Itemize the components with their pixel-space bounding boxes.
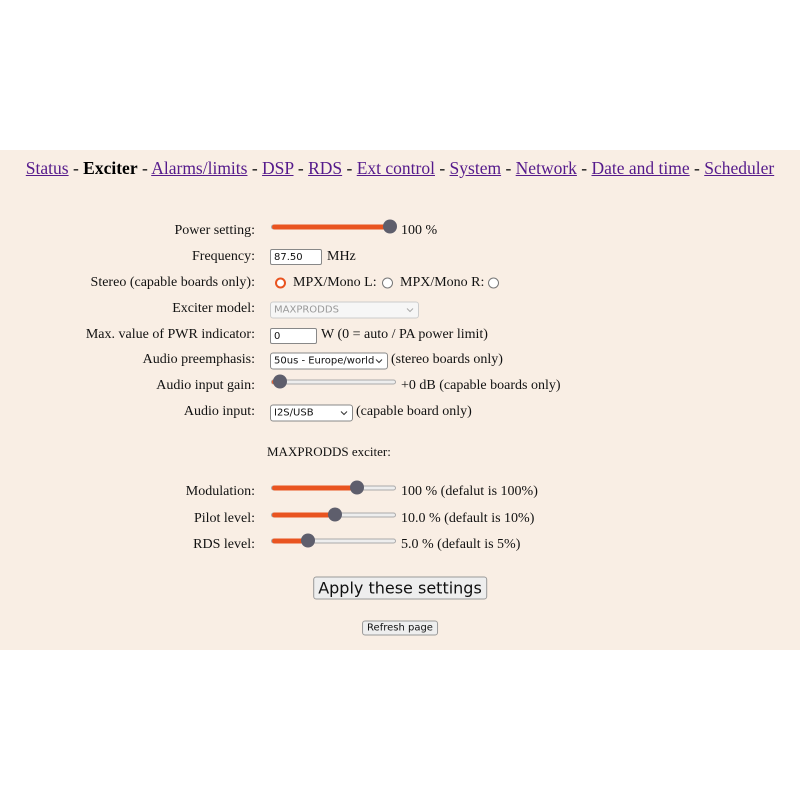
nav-separator: - [251, 158, 258, 178]
slider[interactable] [271, 533, 396, 548]
value: 5.0 % (default is 5%) [401, 537, 521, 552]
select-text: MAXPRODDS [274, 304, 339, 316]
select: MAXPRODDS [270, 301, 419, 319]
refresh-button[interactable]: Refresh page [362, 620, 438, 636]
note: (stereo boards only) [391, 352, 503, 367]
label: RDS level: [193, 537, 255, 552]
unit: MHz [327, 249, 356, 264]
note: (capable board only) [356, 404, 472, 419]
unit: W (0 = auto / PA power limit) [321, 327, 488, 342]
label: Audio input: [183, 404, 255, 419]
value: 100 % (defalut is 100%) [401, 484, 538, 499]
label: Audio preemphasis: [142, 352, 255, 367]
label: Exciter model: [172, 301, 255, 316]
nav-link[interactable]: Date and time [591, 158, 690, 178]
nav-separator: - [346, 158, 353, 178]
label: Power setting: [174, 223, 256, 238]
value: 100 % [401, 223, 438, 238]
nav-link[interactable]: Network [515, 158, 577, 178]
panel [0, 150, 800, 650]
nav-link[interactable]: Scheduler [704, 158, 775, 178]
option: MPX/Mono R: [400, 275, 485, 290]
value: 10.0 % (default is 10%) [401, 511, 535, 526]
nav-separator: - [141, 158, 148, 178]
nav-separator: - [439, 158, 446, 178]
nav: Status - Exciter - Alarms/limits - DSP -… [0, 158, 800, 179]
radio[interactable] [382, 277, 393, 289]
label: Stereo (capable boards only): [90, 275, 255, 290]
radio[interactable] [488, 277, 499, 289]
nav-separator: - [694, 158, 700, 178]
label: Frequency: [192, 249, 255, 264]
input[interactable]: 87.50 [270, 249, 322, 265]
nav-separator: - [297, 158, 304, 178]
nav-link[interactable]: Status [25, 158, 69, 178]
nav-separator: - [505, 158, 512, 178]
section-title: MAXPRODDS exciter: [267, 444, 391, 459]
nav-link[interactable]: RDS [308, 158, 343, 178]
nav-link[interactable]: Alarms/limits [151, 158, 248, 178]
select-text: 50us - Europe/world [274, 355, 375, 367]
nav-current: Exciter [83, 158, 138, 178]
apply-button[interactable]: Apply these settings [313, 576, 487, 600]
nav-link[interactable]: DSP [262, 158, 294, 178]
label: Audio input gain: [156, 378, 255, 393]
slider[interactable] [271, 374, 396, 389]
slider[interactable] [271, 507, 396, 522]
slider[interactable] [271, 480, 396, 495]
label: Pilot level: [193, 511, 255, 526]
select[interactable]: 50us - Europe/world [270, 352, 388, 370]
label: Max. value of PWR indicator: [85, 327, 255, 342]
value: +0 dB (capable boards only) [401, 378, 561, 393]
nav-link[interactable]: Ext control [356, 158, 435, 178]
radio[interactable] [275, 277, 286, 289]
option: MPX/Mono L: [293, 275, 377, 290]
nav-separator: - [72, 158, 79, 178]
label: Modulation: [185, 484, 255, 499]
slider[interactable] [271, 219, 397, 234]
nav-separator: - [581, 158, 588, 178]
nav-link[interactable]: System [449, 158, 502, 178]
select-text: I2S/USB [274, 407, 314, 419]
input[interactable]: 0 [270, 328, 317, 344]
select[interactable]: I2S/USB [270, 404, 353, 422]
